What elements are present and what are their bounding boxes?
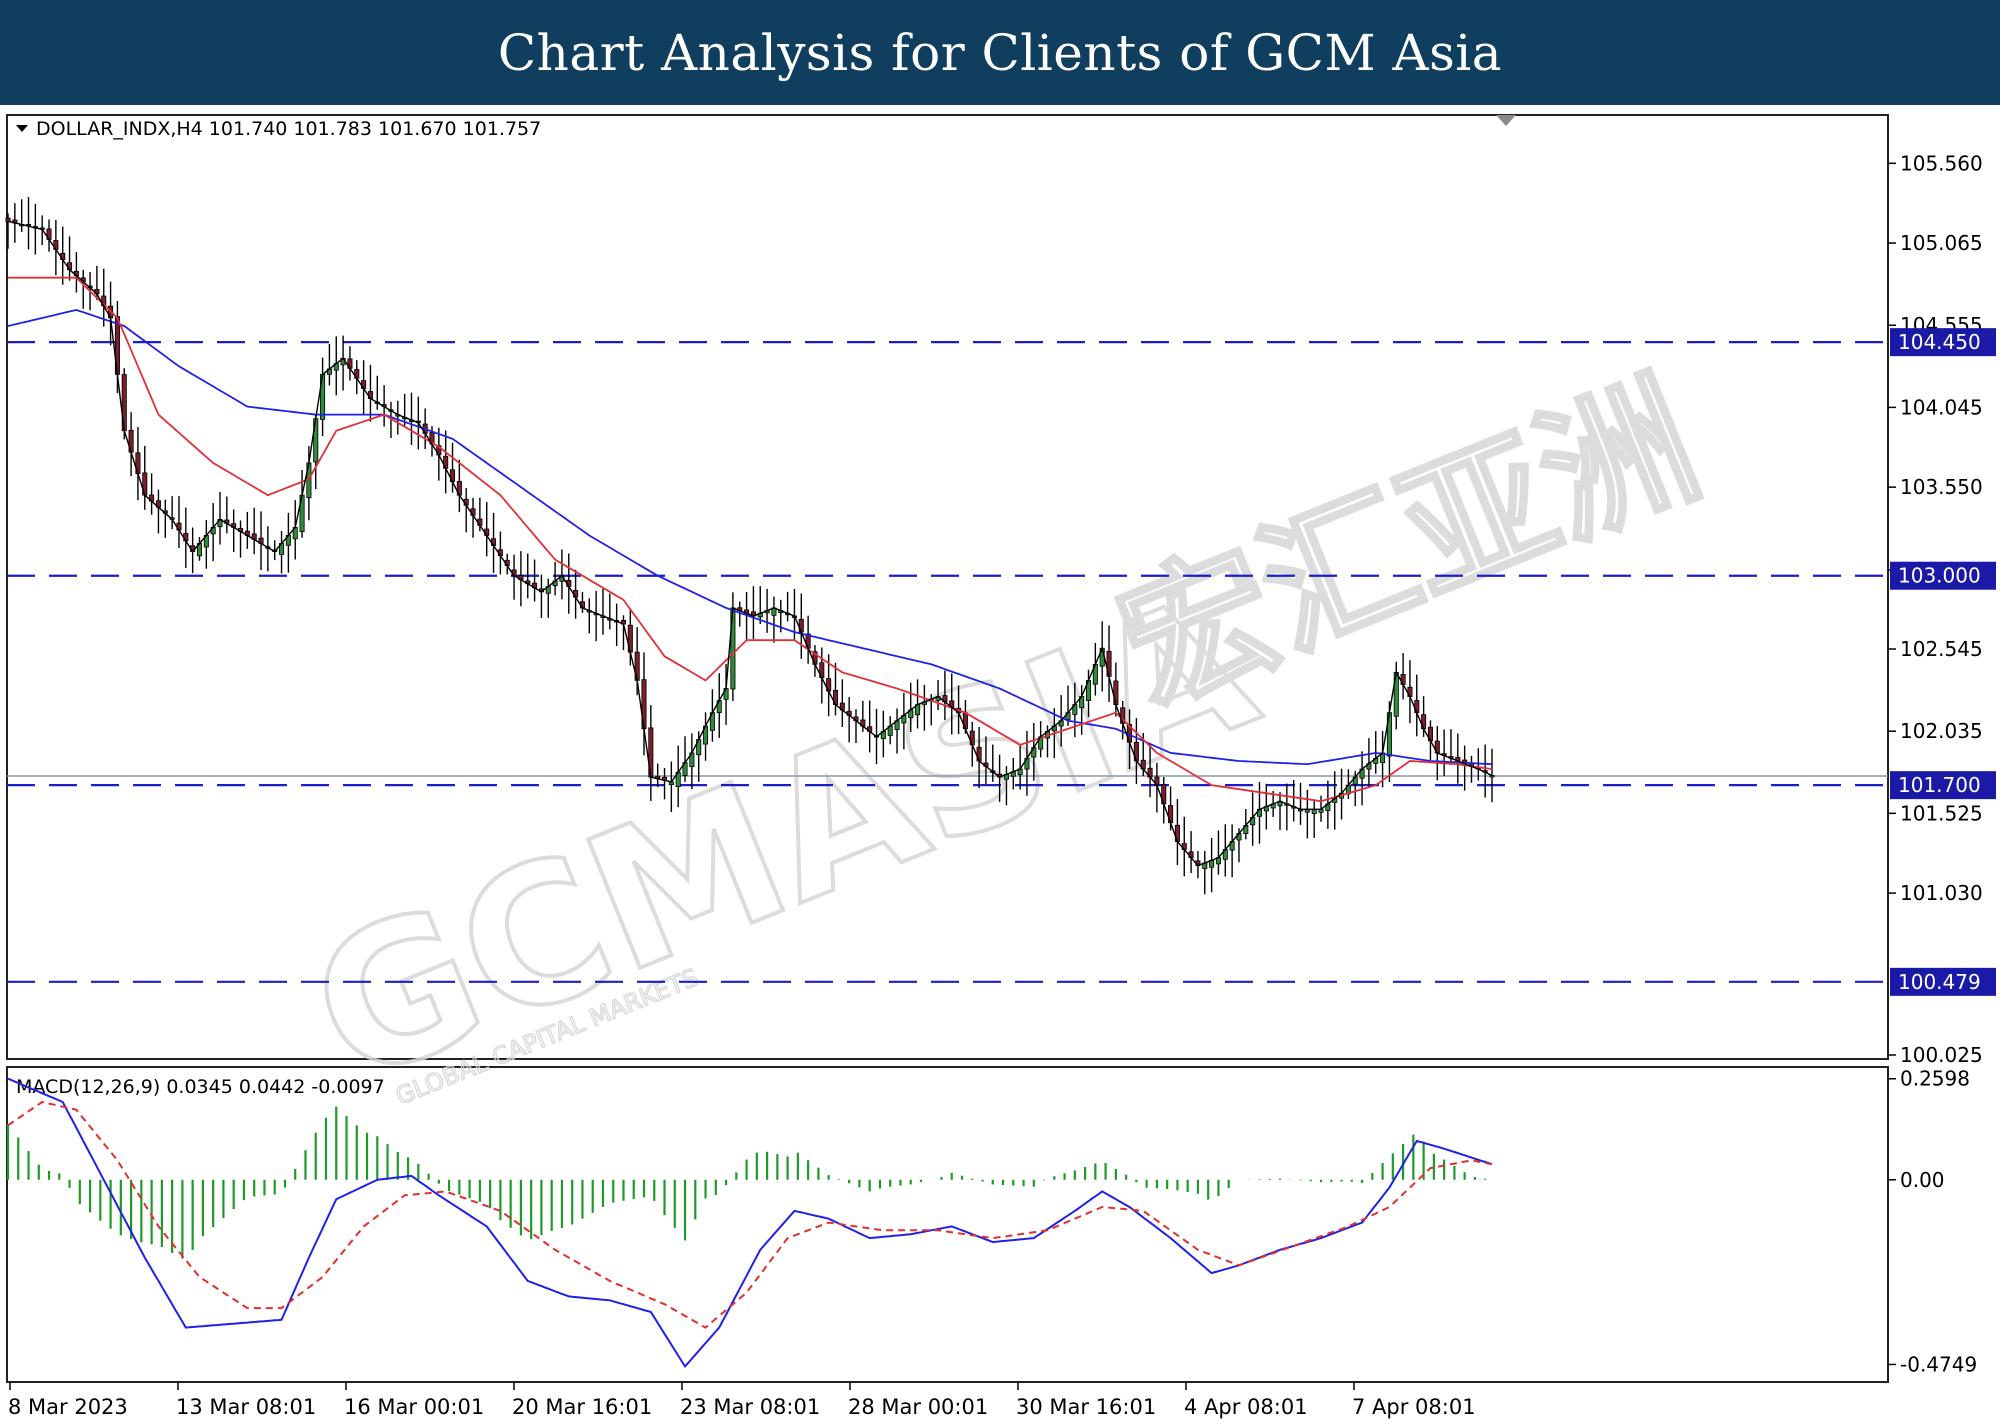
price-tick-label: 101.030 xyxy=(1900,881,1983,905)
macd-axis: 0.2598 0.00 -0.4749 xyxy=(1888,1067,1977,1376)
candles-layer xyxy=(5,197,1495,895)
chart-header: Chart Analysis for Clients of GCM Asia xyxy=(0,0,2000,105)
candle-body xyxy=(5,217,11,222)
price-tick-label: 100.025 xyxy=(1900,1043,1983,1067)
time-tick-label: 4 Apr 08:01 xyxy=(1184,1395,1308,1419)
macd-signal-line xyxy=(7,1100,1493,1329)
level-label: 104.450 xyxy=(1890,328,1996,357)
time-tick-label: 28 Mar 00:01 xyxy=(848,1395,988,1419)
macd-tick-label: 0.2598 xyxy=(1900,1067,1970,1091)
price-axis: 105.560105.065104.555104.045103.550103.0… xyxy=(1888,151,1983,1067)
macd-line xyxy=(7,1077,1493,1369)
price-tick-label: 105.560 xyxy=(1900,151,1983,175)
price-chart: GCMASIA 宏汇亚洲 GLOBAL CAPITAL MARKETS DOLL… xyxy=(5,114,1996,1419)
macd-tick-label: 0.00 xyxy=(1900,1168,1945,1192)
level-label-text: 103.000 xyxy=(1898,564,1981,588)
moving-averages xyxy=(7,220,1493,867)
candle-body xyxy=(1489,775,1495,778)
price-tick-label: 101.525 xyxy=(1900,801,1983,825)
ma-slow-line xyxy=(7,308,1493,766)
dropdown-triangle-icon[interactable] xyxy=(16,125,28,132)
symbol-info: DOLLAR_INDX,H4 101.740 101.783 101.670 1… xyxy=(36,118,541,140)
price-tick-label: 105.065 xyxy=(1900,231,1983,255)
ma-fast-line xyxy=(8,276,1493,803)
macd-label: MACD(12,26,9) 0.0345 0.0442 -0.0097 xyxy=(16,1076,385,1098)
ma-short-line xyxy=(7,220,1493,867)
time-tick-label: 23 Mar 08:01 xyxy=(680,1395,820,1419)
level-label-text: 101.700 xyxy=(1898,773,1981,797)
price-tick-label: 104.045 xyxy=(1900,395,1983,419)
price-tick-label: 102.545 xyxy=(1900,637,1983,661)
price-tick-label: 102.035 xyxy=(1900,719,1983,743)
macd-layer xyxy=(6,1077,1493,1369)
price-tick-label: 103.550 xyxy=(1900,475,1983,499)
time-axis: 8 Mar 2023 13 Mar 08:01 16 Mar 00:01 20 Mar… xyxy=(8,1382,1476,1419)
time-tick-label: 30 Mar 16:01 xyxy=(1016,1395,1156,1419)
level-label: 103.000 xyxy=(1890,561,1996,590)
time-tick-label: 8 Mar 2023 xyxy=(8,1395,128,1419)
level-label-text: 104.450 xyxy=(1898,330,1981,354)
level-labels: 104.450 103.000 101.700 100.479 xyxy=(1890,328,1996,996)
chart-shift-marker-icon[interactable] xyxy=(1496,115,1516,126)
price-panel-frame xyxy=(6,114,1889,1060)
level-label-text: 100.479 xyxy=(1898,970,1981,994)
macd-panel-frame xyxy=(6,1066,1889,1383)
level-label: 100.479 xyxy=(1890,967,1996,996)
time-tick-label: 20 Mar 16:01 xyxy=(512,1395,652,1419)
level-label: 101.700 xyxy=(1890,771,1996,800)
time-tick-label: 16 Mar 00:01 xyxy=(344,1395,484,1419)
macd-tick-label: -0.4749 xyxy=(1900,1352,1977,1376)
time-tick-label: 7 Apr 08:01 xyxy=(1352,1395,1476,1419)
levels-layer xyxy=(7,341,1888,983)
header-title: Chart Analysis for Clients of GCM Asia xyxy=(497,23,1503,82)
time-tick-label: 13 Mar 08:01 xyxy=(176,1395,316,1419)
